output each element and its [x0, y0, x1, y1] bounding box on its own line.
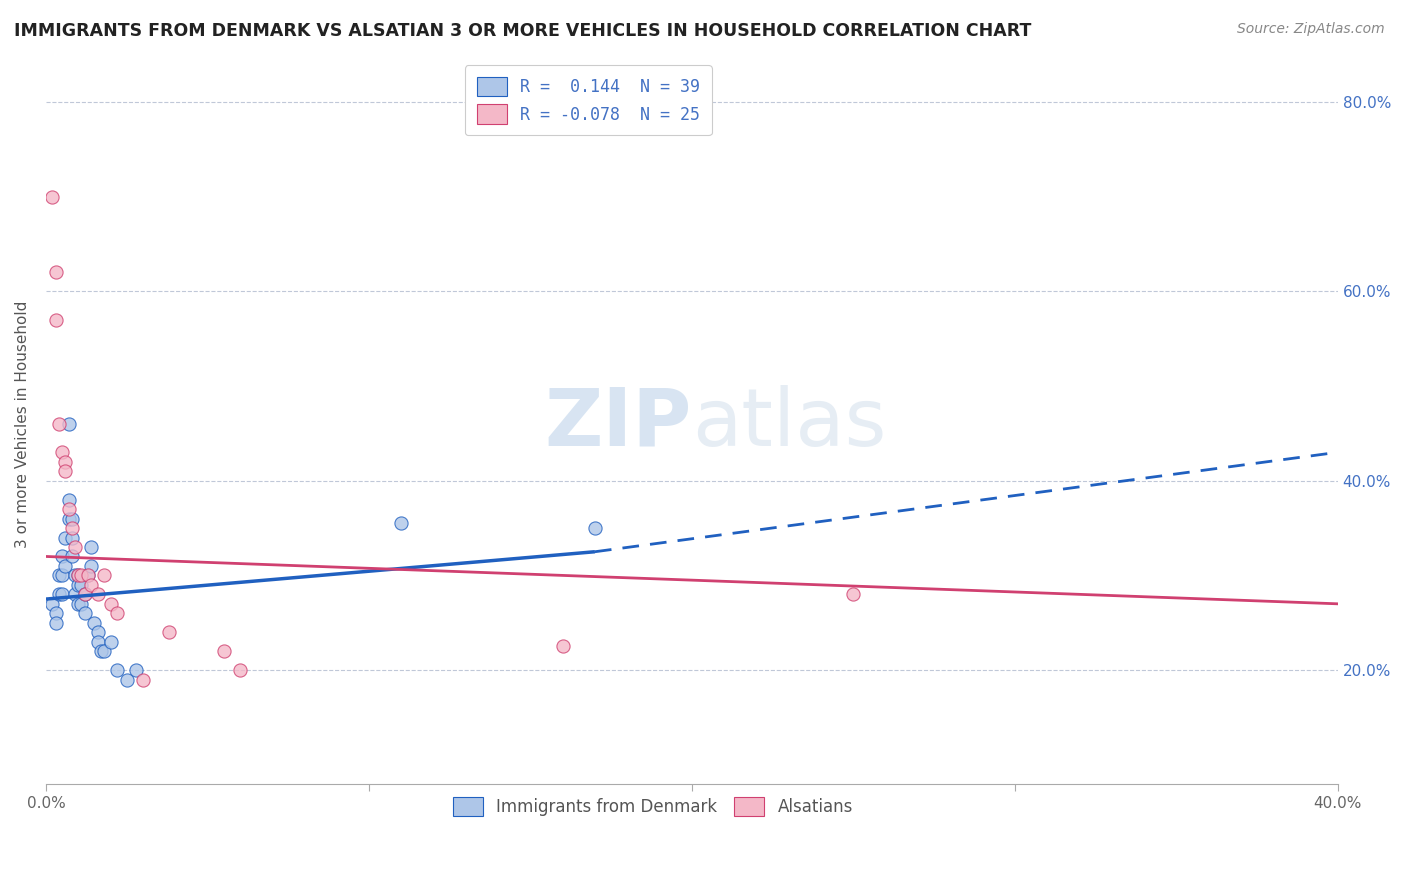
- Point: [51, 587, 73, 601]
- Point: [67, 568, 90, 582]
- Point: [41, 189, 63, 203]
- Point: [77, 568, 100, 582]
- Point: [80, 540, 103, 554]
- Point: [86, 587, 108, 601]
- Point: [212, 644, 235, 658]
- Point: [67, 597, 90, 611]
- Point: [93, 568, 115, 582]
- Point: [157, 625, 180, 640]
- Point: [100, 597, 122, 611]
- Point: [90, 644, 112, 658]
- Point: [53, 464, 76, 478]
- Legend: Immigrants from Denmark, Alsatians: Immigrants from Denmark, Alsatians: [443, 787, 863, 826]
- Point: [842, 587, 865, 601]
- Point: [73, 587, 96, 601]
- Text: atlas: atlas: [692, 384, 886, 463]
- Point: [45, 312, 67, 326]
- Point: [45, 607, 67, 621]
- Point: [45, 265, 67, 279]
- Point: [48, 568, 70, 582]
- Point: [60, 549, 83, 564]
- Point: [86, 625, 108, 640]
- Text: ZIP: ZIP: [544, 384, 692, 463]
- Point: [70, 597, 93, 611]
- Point: [105, 607, 128, 621]
- Point: [63, 568, 86, 582]
- Point: [51, 445, 73, 459]
- Point: [228, 663, 250, 677]
- Point: [100, 634, 122, 648]
- Point: [105, 663, 128, 677]
- Point: [86, 634, 108, 648]
- Point: [48, 417, 70, 431]
- Point: [63, 587, 86, 601]
- Point: [63, 540, 86, 554]
- Point: [80, 558, 103, 573]
- Point: [51, 549, 73, 564]
- Point: [67, 578, 90, 592]
- Point: [48, 587, 70, 601]
- Point: [53, 455, 76, 469]
- Point: [132, 673, 155, 687]
- Point: [58, 492, 80, 507]
- Point: [115, 673, 138, 687]
- Text: IMMIGRANTS FROM DENMARK VS ALSATIAN 3 OR MORE VEHICLES IN HOUSEHOLD CORRELATION : IMMIGRANTS FROM DENMARK VS ALSATIAN 3 OR…: [14, 22, 1032, 40]
- Point: [45, 615, 67, 630]
- Point: [41, 597, 63, 611]
- Point: [77, 568, 100, 582]
- Point: [73, 607, 96, 621]
- Point: [60, 531, 83, 545]
- Point: [70, 578, 93, 592]
- Point: [60, 521, 83, 535]
- Point: [70, 568, 93, 582]
- Point: [67, 568, 90, 582]
- Point: [583, 521, 606, 535]
- Point: [58, 417, 80, 431]
- Point: [389, 516, 412, 531]
- Point: [93, 644, 115, 658]
- Point: [58, 511, 80, 525]
- Point: [51, 568, 73, 582]
- Y-axis label: 3 or more Vehicles in Household: 3 or more Vehicles in Household: [15, 301, 30, 548]
- Point: [53, 558, 76, 573]
- Point: [73, 587, 96, 601]
- Point: [58, 502, 80, 516]
- Point: [53, 531, 76, 545]
- Text: Source: ZipAtlas.com: Source: ZipAtlas.com: [1237, 22, 1385, 37]
- Point: [551, 640, 574, 654]
- Point: [60, 511, 83, 525]
- Point: [80, 578, 103, 592]
- Point: [83, 615, 105, 630]
- Point: [125, 663, 148, 677]
